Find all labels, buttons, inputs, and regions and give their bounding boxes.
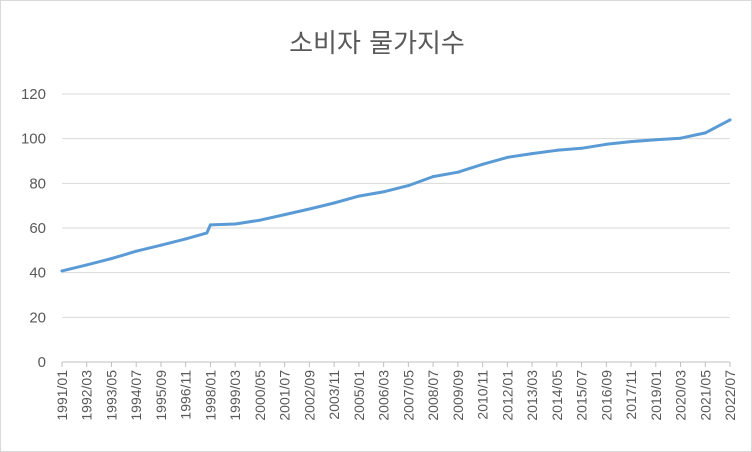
x-tick-label: 1998/01 <box>202 370 218 421</box>
x-tick-label: 2017/11 <box>623 370 639 420</box>
x-tick-label: 2000/05 <box>252 370 268 421</box>
x-tick-label: 2009/09 <box>450 370 466 421</box>
data-point <box>134 249 138 253</box>
data-point <box>406 184 410 188</box>
x-tick-label: 2019/01 <box>648 370 664 421</box>
x-tick-label: 1995/09 <box>153 370 169 421</box>
data-point <box>555 148 559 152</box>
data-point <box>283 213 287 217</box>
y-tick-label: 80 <box>29 175 46 192</box>
x-tick-label: 1999/03 <box>227 370 243 421</box>
data-point <box>208 223 212 227</box>
x-tick-label: 2010/11 <box>475 370 491 420</box>
data-point <box>654 138 658 142</box>
x-tick-label: 2012/01 <box>499 370 515 421</box>
y-tick-label: 120 <box>21 86 46 103</box>
data-point <box>258 218 262 222</box>
y-tick-label: 0 <box>38 354 46 371</box>
data-point <box>184 237 188 241</box>
x-tick-label: 2022/07 <box>722 370 738 421</box>
data-point <box>728 118 732 122</box>
data-point <box>307 207 311 211</box>
data-point <box>703 131 707 135</box>
data-point <box>332 201 336 205</box>
data-point <box>431 175 435 179</box>
data-point <box>530 152 534 156</box>
series-layer <box>60 118 732 273</box>
data-point <box>604 142 608 146</box>
data-point <box>159 243 163 247</box>
data-point <box>85 263 89 267</box>
x-tick-label: 1994/07 <box>128 370 144 421</box>
data-point <box>382 190 386 194</box>
data-point <box>505 155 509 159</box>
x-tick-label: 2015/07 <box>574 370 590 421</box>
data-point <box>60 269 64 273</box>
x-tick-label: 1991/01 <box>54 370 70 421</box>
data-point <box>205 231 209 235</box>
x-tick-label: 2006/03 <box>376 370 392 421</box>
x-tick-label: 1993/05 <box>103 370 119 421</box>
x-tick-label: 1992/03 <box>79 370 95 421</box>
x-tick-label: 2001/07 <box>277 370 293 421</box>
data-point <box>233 222 237 226</box>
x-tick-label: 2020/03 <box>673 370 689 421</box>
x-tick-label: 1996/11 <box>178 370 194 420</box>
y-tick-label: 40 <box>29 265 46 282</box>
y-axis-ticks: 0 20 40 60 80 100 120 <box>21 86 46 371</box>
data-point <box>580 146 584 150</box>
x-tick-label: 2007/05 <box>400 370 416 421</box>
y-tick-label: 60 <box>29 220 46 237</box>
x-tick-label: 2008/07 <box>425 370 441 421</box>
x-tick-label: 2016/09 <box>598 370 614 421</box>
data-point <box>679 136 682 140</box>
data-point <box>456 170 460 174</box>
data-point <box>110 257 113 261</box>
x-tick-label: 2021/05 <box>697 370 713 421</box>
x-tick-label: 2003/11 <box>326 370 342 420</box>
data-point <box>481 162 485 166</box>
series-line <box>60 118 732 273</box>
gridlines <box>62 93 730 318</box>
data-point <box>357 194 361 198</box>
y-tick-label: 20 <box>29 309 46 326</box>
x-tick-label: 2002/09 <box>301 370 317 421</box>
x-tick-label: 2005/01 <box>351 370 367 421</box>
x-tick-label: 2013/03 <box>524 370 540 421</box>
x-tick-label: 2014/05 <box>549 370 565 421</box>
data-point <box>629 140 633 144</box>
y-tick-label: 100 <box>21 131 46 148</box>
x-axis: 1991/01 1992/03 1993/05 1994/07 1995/09 1996/… <box>54 361 738 421</box>
chart-title: 소비자 물가지수 <box>289 29 465 59</box>
